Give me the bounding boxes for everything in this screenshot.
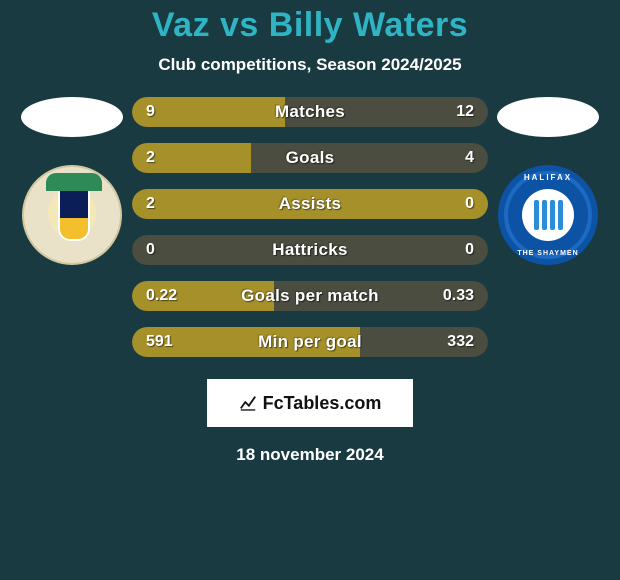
stat-label: Goals per match xyxy=(132,281,488,311)
stat-label: Matches xyxy=(132,97,488,127)
right-side: HALIFAX THE SHAYMEN xyxy=(488,97,608,265)
sutton-crest-icon xyxy=(22,165,122,265)
stat-value-right: 4 xyxy=(465,143,474,173)
stat-row: 2Goals4 xyxy=(132,143,488,173)
halifax-crest-icon: HALIFAX THE SHAYMEN xyxy=(498,165,598,265)
stat-value-right: 0 xyxy=(465,235,474,265)
comparison-container: Vaz vs Billy Waters Club competitions, S… xyxy=(0,0,620,580)
stat-label: Goals xyxy=(132,143,488,173)
stat-value-right: 12 xyxy=(456,97,474,127)
page-subtitle: Club competitions, Season 2024/2025 xyxy=(158,55,461,75)
player-photo-right xyxy=(497,97,599,137)
club-badge-left xyxy=(22,165,122,265)
stat-row: 0.22Goals per match0.33 xyxy=(132,281,488,311)
stat-value-right: 332 xyxy=(447,327,474,357)
left-side xyxy=(12,97,132,265)
stat-bars: 9Matches122Goals42Assists00Hattricks00.2… xyxy=(132,97,488,357)
club-badge-right: HALIFAX THE SHAYMEN xyxy=(498,165,598,265)
stat-value-right: 0.33 xyxy=(443,281,474,311)
date-text: 18 november 2024 xyxy=(236,445,383,465)
player-photo-left xyxy=(21,97,123,137)
stat-label: Assists xyxy=(132,189,488,219)
page-title: Vaz vs Billy Waters xyxy=(152,6,468,45)
stat-value-right: 0 xyxy=(465,189,474,219)
fctables-logo-icon xyxy=(239,394,257,412)
columns: 9Matches122Goals42Assists00Hattricks00.2… xyxy=(0,97,620,357)
stat-label: Hattricks xyxy=(132,235,488,265)
branding-text: FcTables.com xyxy=(263,393,382,414)
stat-label: Min per goal xyxy=(132,327,488,357)
stat-row: 591Min per goal332 xyxy=(132,327,488,357)
stat-row: 2Assists0 xyxy=(132,189,488,219)
stat-row: 0Hattricks0 xyxy=(132,235,488,265)
branding-badge: FcTables.com xyxy=(207,379,413,427)
stat-row: 9Matches12 xyxy=(132,97,488,127)
